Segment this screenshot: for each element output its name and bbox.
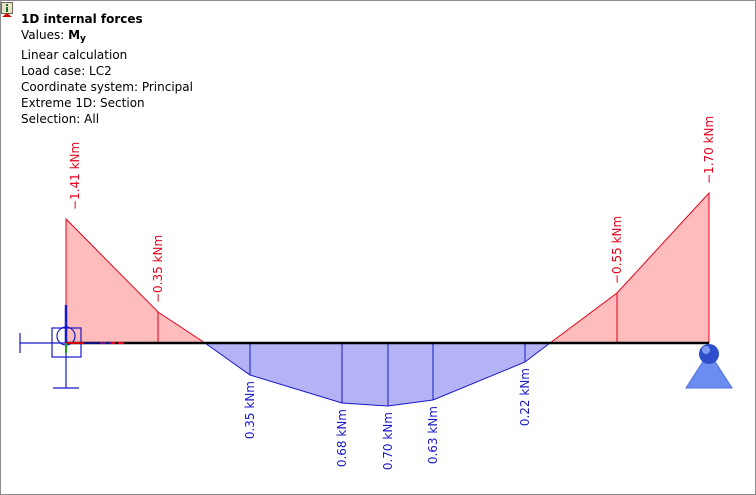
values-prefix: Values:: [21, 28, 69, 42]
label-s2: 0.68 kNm: [335, 409, 349, 467]
label-s5: 0.22 kNm: [518, 368, 532, 426]
label-left-end: −1.41 kNm: [68, 142, 82, 210]
result-info-panel: 1D internal forces Values: My Linear cal…: [21, 11, 193, 127]
calculation-type: Linear calculation: [21, 48, 128, 62]
values-symbol: M: [68, 28, 81, 42]
label-s1: 0.35 kNm: [243, 381, 257, 439]
load-case: Load case: LC2: [21, 64, 112, 78]
roller-support-icon[interactable]: [685, 344, 733, 389]
label-left-inner: −0.35 kNm: [151, 235, 165, 303]
label-s4: 0.63 kNm: [426, 406, 440, 464]
positive-area: [203, 342, 552, 407]
label-right-inner: −0.55 kNm: [610, 216, 624, 284]
label-s3: 0.70 kNm: [381, 412, 395, 470]
local-axes-icon: [64, 305, 84, 353]
values-subscript: y: [80, 34, 86, 44]
selection: Selection: All: [21, 112, 100, 126]
negative-area-right: [548, 191, 710, 344]
extreme-1d: Extreme 1D: Section: [21, 96, 145, 110]
coordinate-system: Coordinate system: Principal: [21, 80, 193, 94]
negative-area-left: [65, 217, 207, 344]
panel-title: 1D internal forces: [21, 12, 143, 26]
values-line: Values: My: [21, 27, 193, 47]
info-icon[interactable]: [1, 2, 13, 18]
label-right-end: −1.70 kNm: [702, 116, 716, 184]
